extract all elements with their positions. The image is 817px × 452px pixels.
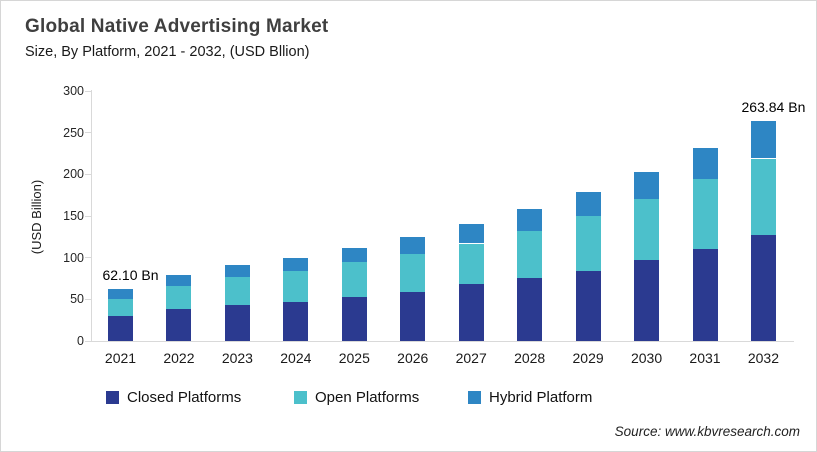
bar-segment-hybrid-platform-2022 xyxy=(166,275,192,286)
legend-label: Closed Platforms xyxy=(127,388,242,406)
bar-segment-closed-platforms-2031 xyxy=(692,249,718,341)
bar-value-label: 263.84 Bn xyxy=(741,99,806,116)
bar-segment-open-platforms-2031 xyxy=(692,179,718,250)
bar-segment-hybrid-platform-2025 xyxy=(341,247,367,262)
page-title: Global Native Advertising Market xyxy=(25,16,329,37)
bar-segment-open-platforms-2026 xyxy=(400,254,426,292)
legend-label: Hybrid Platform xyxy=(489,388,593,406)
legend-item-hybrid-platform: Hybrid Platform xyxy=(468,388,592,406)
bar-segment-open-platforms-2029 xyxy=(575,216,601,271)
y-tick-mark xyxy=(85,90,91,92)
y-tick-label: 100 xyxy=(63,250,84,265)
y-tick-mark xyxy=(85,132,91,134)
bar-segment-closed-platforms-2023 xyxy=(224,305,250,341)
bar-segment-open-platforms-2028 xyxy=(517,231,543,278)
bar-segment-hybrid-platform-2023 xyxy=(224,265,250,277)
legend-swatch-icon xyxy=(294,390,307,404)
bar-segment-hybrid-platform-2030 xyxy=(634,171,660,200)
legend-label: Open Platforms xyxy=(315,388,420,406)
bar-segment-closed-platforms-2030 xyxy=(634,260,660,341)
y-tick-label: 300 xyxy=(63,84,84,98)
x-axis-label-2029: 2029 xyxy=(572,350,604,366)
bar-segment-closed-platforms-2024 xyxy=(283,301,309,341)
y-tick-label: 0 xyxy=(77,334,84,348)
bar-segment-open-platforms-2027 xyxy=(458,243,484,285)
bar-segment-closed-platforms-2032 xyxy=(750,235,776,341)
x-axis-label-2028: 2028 xyxy=(514,350,546,366)
x-axis-label-2026: 2026 xyxy=(397,350,429,366)
bar-segment-closed-platforms-2027 xyxy=(458,284,484,341)
bar-segment-hybrid-platform-2021 xyxy=(108,289,133,299)
x-axis-label-2025: 2025 xyxy=(338,350,370,366)
bar-segment-hybrid-platform-2029 xyxy=(575,191,601,216)
bar-segment-closed-platforms-2022 xyxy=(166,309,192,341)
x-axis-label-2022: 2022 xyxy=(163,350,195,366)
y-tick-mark xyxy=(85,257,91,259)
page-subtitle: Size, By Platform, 2021 - 2032, (USD Bll… xyxy=(25,44,310,60)
bar-segment-hybrid-platform-2028 xyxy=(517,208,543,231)
bar-segment-open-platforms-2021 xyxy=(108,298,133,316)
bar-segment-open-platforms-2023 xyxy=(224,276,250,306)
legend-swatch-icon xyxy=(106,390,119,404)
bar-segment-hybrid-platform-2024 xyxy=(283,257,309,271)
y-axis-title: (USD Billion) xyxy=(29,179,44,255)
y-tick-mark xyxy=(85,215,91,217)
legend-item-open-platforms: Open Platforms xyxy=(294,388,419,406)
y-tick-label: 250 xyxy=(63,125,84,140)
x-axis-label-2021: 2021 xyxy=(104,350,137,366)
y-tick-mark xyxy=(85,298,91,300)
y-tick-mark xyxy=(85,340,91,342)
y-tick-label: 50 xyxy=(70,292,84,307)
bar-segment-closed-platforms-2025 xyxy=(341,296,367,341)
x-axis-label-2030: 2030 xyxy=(630,350,663,366)
x-axis-label-2027: 2027 xyxy=(455,350,487,366)
bar-segment-open-platforms-2022 xyxy=(166,286,192,310)
y-axis-line xyxy=(91,90,92,342)
bar-segment-closed-platforms-2028 xyxy=(517,277,543,341)
legend-item-closed-platforms: Closed Platforms xyxy=(106,388,241,406)
x-axis-label-2032: 2032 xyxy=(747,350,780,366)
bar-segment-closed-platforms-2021 xyxy=(108,316,133,341)
y-tick-label: 200 xyxy=(63,167,84,182)
x-axis-label-2023: 2023 xyxy=(221,350,253,366)
bar-segment-hybrid-platform-2032 xyxy=(750,121,776,159)
y-tick-label: 150 xyxy=(63,209,84,223)
x-axis-label-2031: 2031 xyxy=(689,350,721,366)
bar-segment-closed-platforms-2026 xyxy=(400,291,426,341)
legend-swatch-icon xyxy=(468,390,481,404)
bar-segment-closed-platforms-2029 xyxy=(575,271,601,341)
bar-value-label: 62.10 Bn xyxy=(102,267,159,284)
bar-segment-hybrid-platform-2027 xyxy=(458,224,484,244)
source-credit: Source: www.kbvresearch.com xyxy=(614,424,800,439)
bar-segment-open-platforms-2030 xyxy=(634,199,660,261)
bar-segment-open-platforms-2024 xyxy=(283,271,309,302)
y-tick-mark xyxy=(85,173,91,175)
x-axis-label-2024: 2024 xyxy=(280,350,312,366)
x-axis-line xyxy=(85,341,794,342)
bar-segment-open-platforms-2032 xyxy=(750,158,776,236)
bar-segment-open-platforms-2025 xyxy=(341,261,367,297)
bar-segment-hybrid-platform-2031 xyxy=(692,147,718,180)
bar-segment-hybrid-platform-2026 xyxy=(400,236,426,255)
